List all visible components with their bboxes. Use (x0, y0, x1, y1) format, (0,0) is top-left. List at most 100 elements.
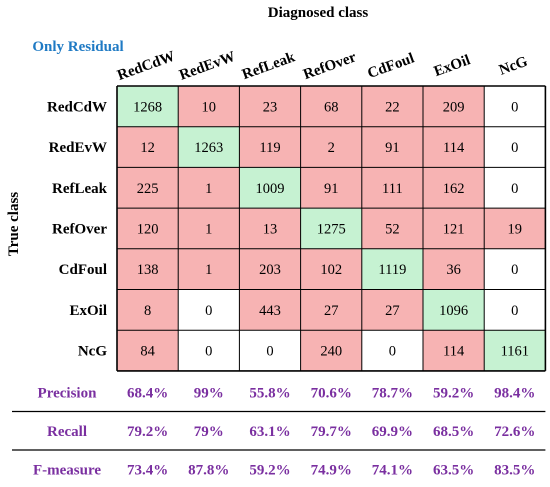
metric-value: 69.9% (372, 424, 413, 440)
matrix-cell (423, 330, 485, 371)
matrix-cell-value: 111 (382, 181, 403, 197)
matrix-cell-value: 10 (202, 99, 217, 115)
metric-value: 68.4% (127, 385, 168, 401)
matrix-cell (239, 208, 301, 249)
chart-subtitle: Only Residual (32, 39, 123, 55)
matrix-cell (117, 289, 179, 331)
matrix-cell-value: 22 (385, 99, 400, 115)
matrix-cell-value: 0 (266, 344, 273, 360)
matrix-cell (178, 330, 240, 371)
matrix-cell (361, 248, 423, 290)
matrix-cell (423, 86, 485, 127)
chart-title: Diagnosed class (268, 5, 369, 21)
matrix-cell (239, 126, 301, 168)
metric-value: 55.8% (249, 385, 290, 401)
matrix-cell (300, 330, 362, 371)
matrix-cell-value: 0 (511, 99, 518, 115)
matrix-cell (361, 330, 423, 371)
matrix-cell (423, 248, 485, 290)
matrix-cell-value: 119 (259, 140, 280, 156)
matrix-cell (178, 248, 240, 290)
y-axis-label: True class (6, 192, 22, 256)
column-header-exoil: ExOil (432, 52, 473, 80)
metric-value: 74.9% (311, 462, 352, 478)
metric-value: 79.2% (127, 424, 168, 440)
matrix-cell (178, 208, 240, 249)
metric-value: 79% (194, 424, 224, 440)
metric-value: 78.7% (372, 385, 413, 401)
matrix-cell-value: 0 (511, 181, 518, 197)
matrix-cell (484, 289, 546, 331)
matrix-cell-value: 102 (320, 262, 342, 278)
matrix-cell-value: 91 (385, 140, 400, 156)
row-label-refover: RefOver (52, 221, 107, 237)
metric-label-precision: Precision (38, 385, 98, 401)
column-header-ncg: NcG (497, 54, 530, 79)
matrix-cell (484, 86, 546, 127)
matrix-cell-value: 0 (205, 344, 212, 360)
matrix-cell-value: 91 (324, 181, 339, 197)
matrix-cell-value: 52 (385, 221, 400, 237)
matrix-cell-value: 203 (259, 262, 281, 278)
matrix-cell-value: 84 (140, 344, 155, 360)
matrix-cell-value: 1263 (194, 140, 223, 156)
matrix-cell (239, 86, 301, 127)
matrix-cell (423, 126, 485, 168)
matrix-cell (361, 86, 423, 127)
matrix-cell (361, 208, 423, 249)
matrix-cell-value: 1161 (501, 344, 529, 360)
matrix-cell-value: 0 (511, 140, 518, 156)
matrix-cell (117, 167, 179, 209)
matrix-cell-value: 1 (205, 262, 212, 278)
matrix-cell-value: 36 (446, 262, 461, 278)
matrix-cell-value: 2 (328, 140, 335, 156)
matrix-cell-value: 1275 (317, 221, 346, 237)
matrix-cell-value: 1096 (439, 303, 468, 319)
metric-value: 87.8% (188, 462, 229, 478)
matrix-cell (239, 330, 301, 371)
column-header-refover: RefOver (301, 49, 358, 83)
matrix-cell-value: 68 (324, 99, 339, 115)
matrix-cell-value: 0 (205, 303, 212, 319)
row-label-redcdw: RedCdW (47, 99, 107, 115)
matrix-cell-value: 162 (443, 181, 465, 197)
matrix-cell (117, 86, 179, 127)
matrix-cell (117, 330, 179, 371)
metric-label-f-measure: F-measure (33, 462, 101, 478)
column-header-cdfoul: CdFoul (366, 50, 417, 82)
matrix-cell-value: 0 (389, 344, 396, 360)
matrix-cell (239, 167, 301, 209)
matrix-cell-value: 8 (144, 303, 151, 319)
metric-value: 98.4% (494, 385, 535, 401)
metric-label-recall: Recall (47, 424, 87, 440)
column-header-redcdw: RedCdW (115, 48, 177, 84)
matrix-cell-value: 1009 (256, 181, 285, 197)
matrix-cell-value: 443 (259, 303, 281, 319)
matrix-cell (239, 289, 301, 331)
matrix-grid (116, 85, 547, 372)
metric-value: 63.5% (433, 462, 474, 478)
matrix-cell (117, 208, 179, 249)
metric-value: 68.5% (433, 424, 474, 440)
matrix-cell (484, 167, 546, 209)
column-headers: RedCdW RedEvW RefLeak RefOver CdFoul ExOil NcG (115, 48, 530, 84)
matrix-cell (300, 289, 362, 331)
matrix-cell (300, 167, 362, 209)
matrix-cell-value: 1 (205, 181, 212, 197)
matrix-cell (178, 126, 240, 168)
matrix-cell (117, 248, 179, 290)
matrix-cell (117, 126, 179, 168)
metric-value: 72.6% (494, 424, 535, 440)
metric-value: 59.2% (433, 385, 474, 401)
matrix-cell-value: 13 (263, 221, 278, 237)
matrix-cell (361, 126, 423, 168)
matrix-cell-value: 12 (140, 140, 155, 156)
matrix-cell (361, 167, 423, 209)
matrix-cell (484, 248, 546, 290)
matrix-cell (178, 86, 240, 127)
metric-value: 74.1% (372, 462, 413, 478)
matrix-cell-value: 114 (443, 140, 465, 156)
matrix-cell (300, 126, 362, 168)
metric-value: 99% (194, 385, 224, 401)
